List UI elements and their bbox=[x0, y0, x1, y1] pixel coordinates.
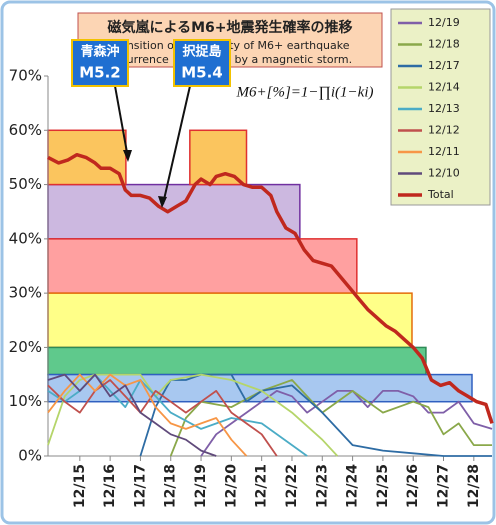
legend-label: 12/10 bbox=[428, 167, 460, 180]
legend-label: 12/12 bbox=[428, 124, 460, 137]
callout bbox=[173, 39, 231, 87]
x-tick-label: 12/27 bbox=[436, 464, 452, 508]
series-line bbox=[139, 373, 492, 457]
series-line bbox=[200, 390, 493, 457]
series-line bbox=[47, 373, 217, 457]
legend-entries: 12/19 12/18 12/17 12/14 12/13 12/12 12/11 12/10… bbox=[398, 16, 460, 201]
legend-label: 12/11 bbox=[428, 145, 460, 158]
y-tick-label: 40% bbox=[9, 229, 42, 247]
x-tick-label: 12/25 bbox=[375, 464, 391, 508]
series-line bbox=[47, 373, 248, 457]
x-tick-label: 12/22 bbox=[284, 464, 300, 508]
level-band bbox=[47, 373, 473, 403]
series-line bbox=[169, 379, 492, 457]
level-band bbox=[47, 183, 301, 240]
level-band bbox=[47, 238, 358, 294]
x-tick-label: 12/17 bbox=[132, 464, 148, 508]
x-tick-label: 12/16 bbox=[102, 464, 118, 508]
x-tick-label: 12/21 bbox=[254, 464, 270, 508]
y-tick-label: 20% bbox=[9, 338, 42, 356]
callout-magnitude: M5.4 bbox=[181, 64, 223, 82]
legend-label: 12/17 bbox=[428, 59, 460, 72]
arrow-head bbox=[158, 196, 167, 208]
legend-label: 12/19 bbox=[428, 16, 460, 29]
callout-magnitude: M5.2 bbox=[79, 64, 121, 82]
x-tick-label: 12/20 bbox=[223, 464, 239, 508]
callout-place: 青森沖 bbox=[80, 44, 119, 60]
legend-label: 12/13 bbox=[428, 102, 460, 115]
x-tick-label: 12/19 bbox=[193, 464, 209, 508]
arrow-head bbox=[123, 150, 132, 162]
legend-label: Total bbox=[427, 188, 454, 201]
chart-title: 磁気嵐によるM6+地震発生確率の推移 bbox=[108, 19, 353, 36]
arrow bbox=[114, 85, 129, 159]
formula: M6+[%]=1−∏i(1−ki) bbox=[236, 84, 374, 100]
arrow bbox=[162, 85, 191, 205]
x-tick-label: 12/23 bbox=[314, 464, 330, 508]
callout bbox=[71, 39, 129, 87]
legend-label: 12/14 bbox=[428, 81, 460, 94]
x-tick-label: 12/24 bbox=[345, 464, 361, 508]
y-tick-label: 10% bbox=[9, 392, 42, 410]
y-tick-label: 50% bbox=[9, 175, 42, 193]
legend-label: 12/18 bbox=[428, 38, 460, 51]
series-line bbox=[47, 152, 494, 424]
y-tick-label: 70% bbox=[9, 67, 42, 85]
y-tick-label: 0% bbox=[18, 447, 42, 465]
level-band bbox=[47, 292, 413, 349]
series-line bbox=[47, 379, 278, 457]
y-tick-label: 30% bbox=[9, 284, 42, 302]
y-tick-label: 60% bbox=[9, 121, 42, 139]
x-tick-label: 12/18 bbox=[163, 464, 179, 508]
x-tick-label: 12/26 bbox=[405, 464, 421, 508]
level-band bbox=[47, 346, 427, 376]
x-tick-label: 12/15 bbox=[72, 464, 88, 508]
callout-place: 択捉島 bbox=[182, 44, 221, 60]
plot: 0% 10% 20% 30% 40% 50% 60% 70% 12/15 12/16 12/17 12… bbox=[9, 67, 494, 508]
x-tick-label: 12/28 bbox=[466, 464, 482, 508]
